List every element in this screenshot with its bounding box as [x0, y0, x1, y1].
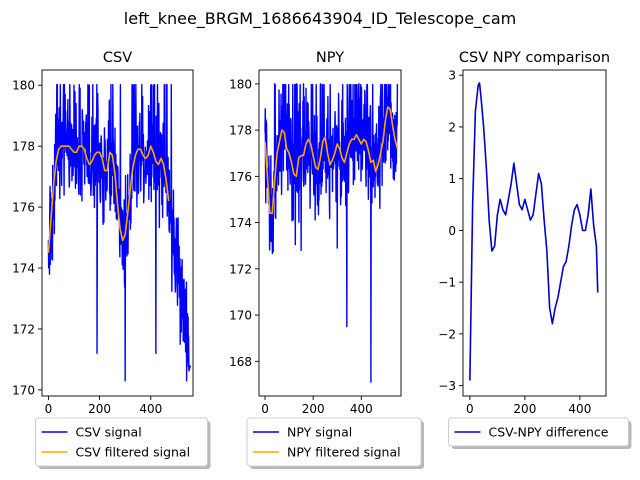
legend-entry: CSV signal — [76, 425, 142, 440]
y-tick-label: −2 — [438, 327, 456, 341]
x-tick-label: 400 — [139, 402, 162, 416]
legend: CSV-NPY difference — [448, 417, 632, 449]
x-tick-label: 0 — [466, 402, 474, 416]
y-tick-label: 168 — [229, 355, 252, 369]
y-tick-label: 174 — [12, 262, 35, 276]
y-tick-label: 178 — [229, 124, 252, 138]
legend: NPY signal NPY filtered signal — [246, 417, 424, 469]
series-line-1 — [469, 82, 599, 381]
y-tick-label: 174 — [229, 216, 252, 230]
legend-box — [246, 417, 422, 467]
plot-area — [264, 83, 399, 383]
y-tick-label: 170 — [229, 309, 252, 323]
axes-frame — [462, 69, 607, 397]
y-tick-label: −1 — [438, 276, 456, 290]
y-tick-label: 172 — [229, 262, 252, 276]
y-tick-label: 178 — [12, 140, 35, 154]
y-tick-label: 3 — [448, 69, 456, 83]
plot-area — [469, 82, 599, 381]
y-tick-label: 176 — [12, 201, 35, 215]
axes-frame — [258, 69, 402, 397]
legend-box — [448, 417, 629, 447]
y-tick-label: 172 — [12, 322, 35, 336]
y-tick-label: 170 — [12, 383, 35, 397]
series-line-2 — [47, 145, 170, 253]
y-tick-label: −3 — [438, 379, 456, 393]
x-tick-label: 0 — [45, 402, 53, 416]
chart-panel-3: CSV NPY comparison 0 200 400 −3 −2 −1 0 1 2 3 CSV-N… — [438, 50, 632, 449]
series-line-1 — [264, 83, 399, 383]
y-tick-label: 176 — [229, 170, 252, 184]
chart-title: CSV NPY comparison — [459, 50, 610, 66]
y-tick-label: 0 — [448, 224, 456, 238]
figure-title: left_knee_BRGM_1686643904_ID_Telescope_c… — [124, 9, 516, 29]
legend: CSV signal CSV filtered signal — [35, 417, 211, 469]
chart-title: CSV — [103, 50, 132, 66]
legend-entry: NPY signal — [287, 425, 352, 440]
chart-panel-2: NPY 0 200 400 168 170 172 174 176 178 180 NPY signa… — [229, 50, 424, 469]
y-tick-label: 2 — [448, 120, 456, 134]
x-tick-label: 200 — [88, 402, 111, 416]
legend-entry: CSV-NPY difference — [489, 425, 609, 440]
series-line-2 — [264, 106, 399, 215]
x-tick-label: 200 — [302, 402, 325, 416]
chart-title: NPY — [316, 50, 344, 66]
y-tick-label: 180 — [229, 77, 252, 91]
x-tick-label: 400 — [568, 402, 591, 416]
x-tick-label: 400 — [350, 402, 373, 416]
axes-frame — [41, 69, 194, 397]
x-tick-label: 200 — [513, 402, 536, 416]
y-tick-label: 1 — [448, 172, 456, 186]
legend-entry: CSV filtered signal — [76, 445, 191, 460]
x-tick-label: 0 — [261, 402, 269, 416]
legend-entry: NPY filtered signal — [287, 445, 401, 460]
legend-box — [35, 417, 208, 467]
plot-area — [47, 83, 192, 382]
y-tick-label: 180 — [12, 79, 35, 93]
